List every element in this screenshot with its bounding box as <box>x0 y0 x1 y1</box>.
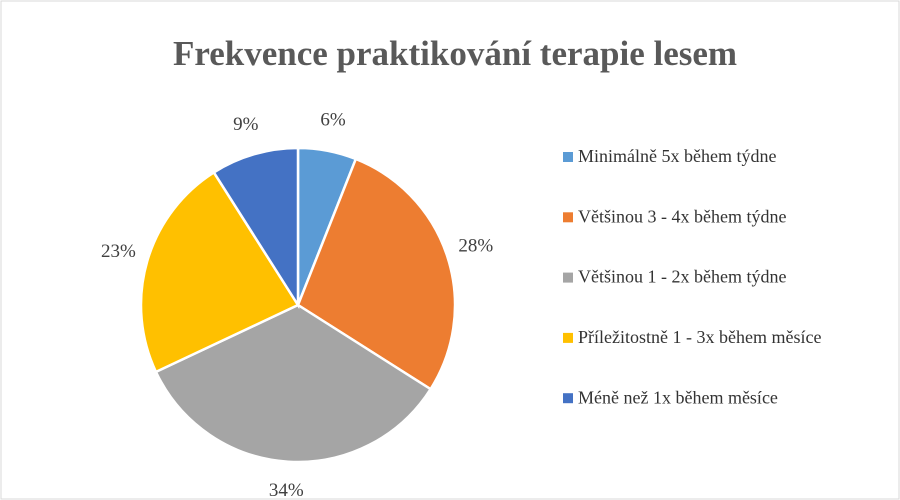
data-label: 9% <box>233 114 259 135</box>
legend-swatch <box>563 212 573 223</box>
data-label: 28% <box>458 236 493 257</box>
pie-slice <box>154 303 433 464</box>
pie-slice <box>212 146 300 310</box>
legend-label: Většinou 1 - 2x během týdne <box>578 267 786 287</box>
legend-label: Minimálně 5x během týdne <box>578 146 776 166</box>
data-label: 6% <box>320 110 346 131</box>
pie-slice <box>296 157 457 391</box>
legend-label: Příležitostně 1 - 3x během měsíce <box>578 327 821 347</box>
data-label: 23% <box>101 241 136 262</box>
legend-swatch <box>563 272 573 283</box>
chart-title: Frekvence praktikování terapie lesem <box>173 34 737 73</box>
legend-swatch <box>563 152 573 162</box>
legend-label: Méně než 1x během měsíce <box>578 387 778 407</box>
legend-swatch <box>563 332 573 343</box>
legend-label: Většinou 3 - 4x během týdne <box>578 206 786 226</box>
data-label: 34% <box>269 480 304 500</box>
pie-slice <box>139 170 300 374</box>
legend-swatch <box>563 393 573 404</box>
